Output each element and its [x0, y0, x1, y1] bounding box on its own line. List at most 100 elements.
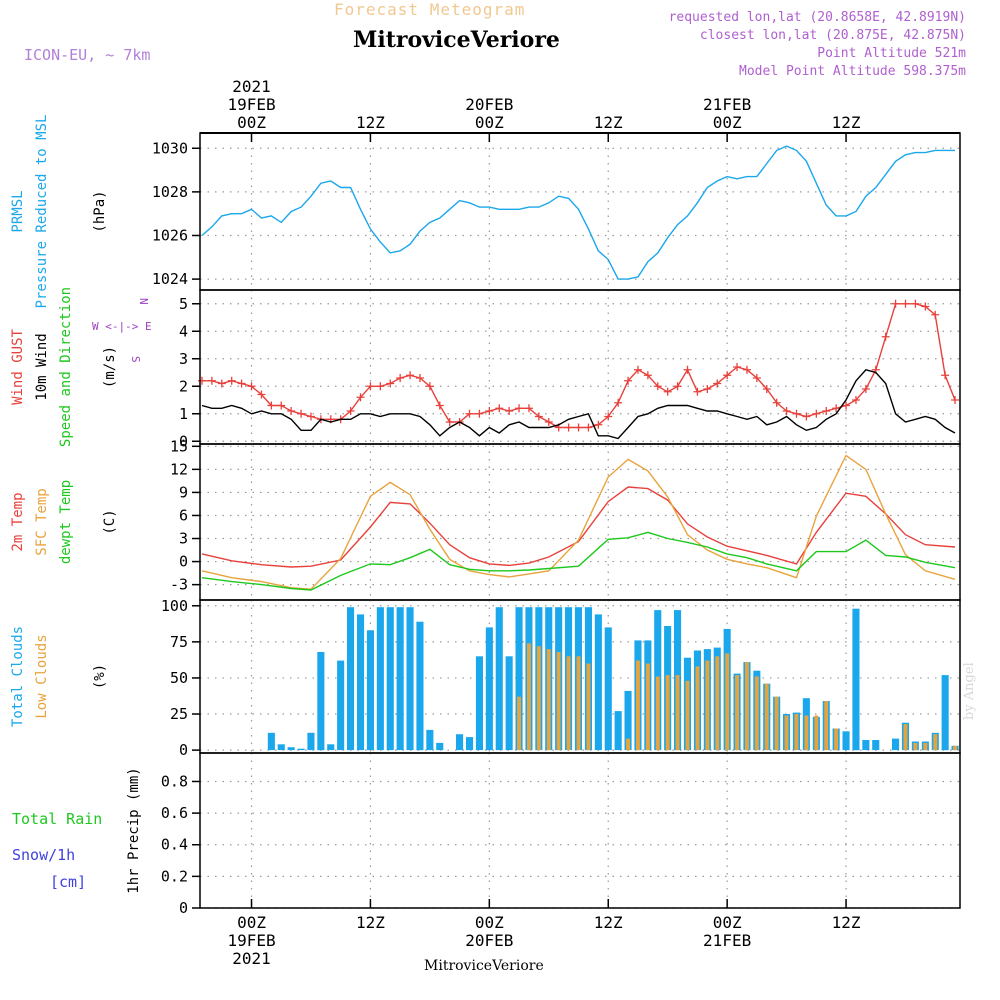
compass-we: W <-|-> E	[92, 320, 152, 333]
gust-marker	[346, 407, 355, 415]
y-axis-label: (m/s)	[102, 346, 118, 388]
series-line	[201, 531, 956, 591]
bar	[923, 742, 928, 751]
gust-marker	[901, 299, 910, 308]
gust-marker	[643, 371, 652, 380]
bar	[675, 675, 680, 751]
y-tick-label: 25	[170, 705, 188, 723]
y-axis-label: Pressure Reduced to MSL	[34, 115, 50, 309]
bar	[695, 666, 700, 751]
gust-marker	[812, 409, 821, 418]
time-label-top: 00Z	[237, 113, 266, 132]
time-label-top: 12Z	[832, 113, 861, 132]
gust-marker	[475, 409, 484, 418]
bar	[626, 738, 630, 751]
gust-marker	[415, 374, 424, 382]
gust-marker	[703, 385, 712, 393]
y-tick-label: 0	[179, 432, 188, 450]
bar	[337, 660, 345, 751]
y-tick-label: 3	[179, 530, 188, 548]
time-label-bottom: 00Z	[713, 913, 742, 932]
time-label-top: 21FEB	[703, 95, 751, 114]
bar	[852, 608, 860, 751]
bar	[715, 656, 720, 751]
bar	[466, 737, 474, 751]
gust-marker	[584, 423, 593, 432]
y-axis-label: (C)	[102, 509, 118, 534]
gust-marker	[842, 401, 851, 410]
bar	[594, 614, 602, 751]
gust-marker	[287, 407, 296, 415]
y-axis-label: PRMSL	[10, 190, 26, 232]
gust-marker	[534, 412, 543, 421]
location-title: MitroviceVeriore	[353, 27, 560, 53]
gust-marker	[802, 412, 811, 421]
bar	[913, 742, 918, 751]
bar	[267, 732, 275, 751]
gust-marker	[663, 387, 672, 396]
y-tick-label: 1030	[152, 139, 188, 157]
y-axis-label: 1hr Precip (mm)	[126, 767, 142, 893]
bar	[794, 714, 799, 751]
footer-location: MitroviceVeriore	[424, 958, 544, 974]
gust-marker	[733, 363, 742, 371]
bar	[527, 643, 531, 751]
bar	[277, 744, 285, 751]
gust-marker	[356, 393, 365, 402]
gust-marker	[851, 396, 860, 404]
bar	[586, 663, 591, 751]
bar	[505, 656, 513, 751]
bar	[754, 676, 759, 751]
y-tick-label: 1024	[152, 270, 188, 288]
bar	[665, 675, 670, 751]
gust-marker	[693, 387, 702, 396]
gust-marker	[425, 382, 434, 391]
y-axis-label: Wind GUST	[10, 329, 26, 405]
clouds-panel: 0 25 50 75 100 Total Clouds Low Clouds (%)	[10, 597, 961, 759]
y-tick-label: -3	[170, 576, 188, 594]
time-label-bottom: 12Z	[594, 913, 623, 932]
gust-marker	[396, 374, 405, 382]
gust-marker	[723, 371, 732, 380]
gust-marker	[207, 376, 216, 385]
gust-marker	[624, 376, 633, 385]
series-line	[201, 454, 956, 590]
y-tick-label: 0	[179, 899, 188, 917]
y-tick-label: 1	[179, 405, 188, 423]
bar	[426, 729, 434, 751]
y-axis-label: Low Clouds	[34, 634, 50, 718]
bar	[824, 701, 829, 751]
bar	[317, 652, 325, 751]
time-label-top: 19FEB	[227, 95, 275, 114]
bar	[842, 731, 850, 751]
time-label-bottom: 00Z	[237, 913, 266, 932]
bar	[764, 683, 769, 751]
y-axis-label: Speed and Direction	[58, 287, 74, 447]
y-tick-label: 3	[179, 350, 188, 368]
model-name: ICON-EU, ~ 7km	[24, 46, 151, 64]
bar	[933, 734, 938, 751]
gust-marker	[465, 409, 474, 418]
gust-marker	[406, 371, 415, 380]
y-tick-label: 0	[179, 741, 188, 759]
series-line	[202, 303, 956, 429]
temperature-panel: -3 0 3 6 9 12 15 2m Temp SFC Temp dewpt Temp (C)	[10, 437, 961, 601]
bar	[456, 734, 464, 751]
y-axis-label: (%)	[92, 664, 108, 689]
bar	[566, 656, 571, 751]
series-line	[201, 369, 956, 440]
gust-marker	[386, 379, 395, 388]
bar	[774, 696, 779, 751]
bar	[327, 744, 335, 751]
bar	[376, 607, 384, 751]
y-axis-label: (hPa)	[92, 190, 108, 232]
model-altitude: Model Point Altitude 598.375m	[739, 64, 966, 79]
bar	[685, 680, 690, 751]
closest-coords: closest lon,lat (20.875E, 42.875N)	[699, 28, 966, 43]
gust-marker	[832, 404, 841, 413]
gust-marker	[941, 371, 950, 380]
gust-marker	[376, 382, 385, 391]
y-tick-label: 0.2	[161, 867, 188, 885]
gust-marker	[713, 379, 722, 388]
gust-marker	[297, 409, 306, 418]
